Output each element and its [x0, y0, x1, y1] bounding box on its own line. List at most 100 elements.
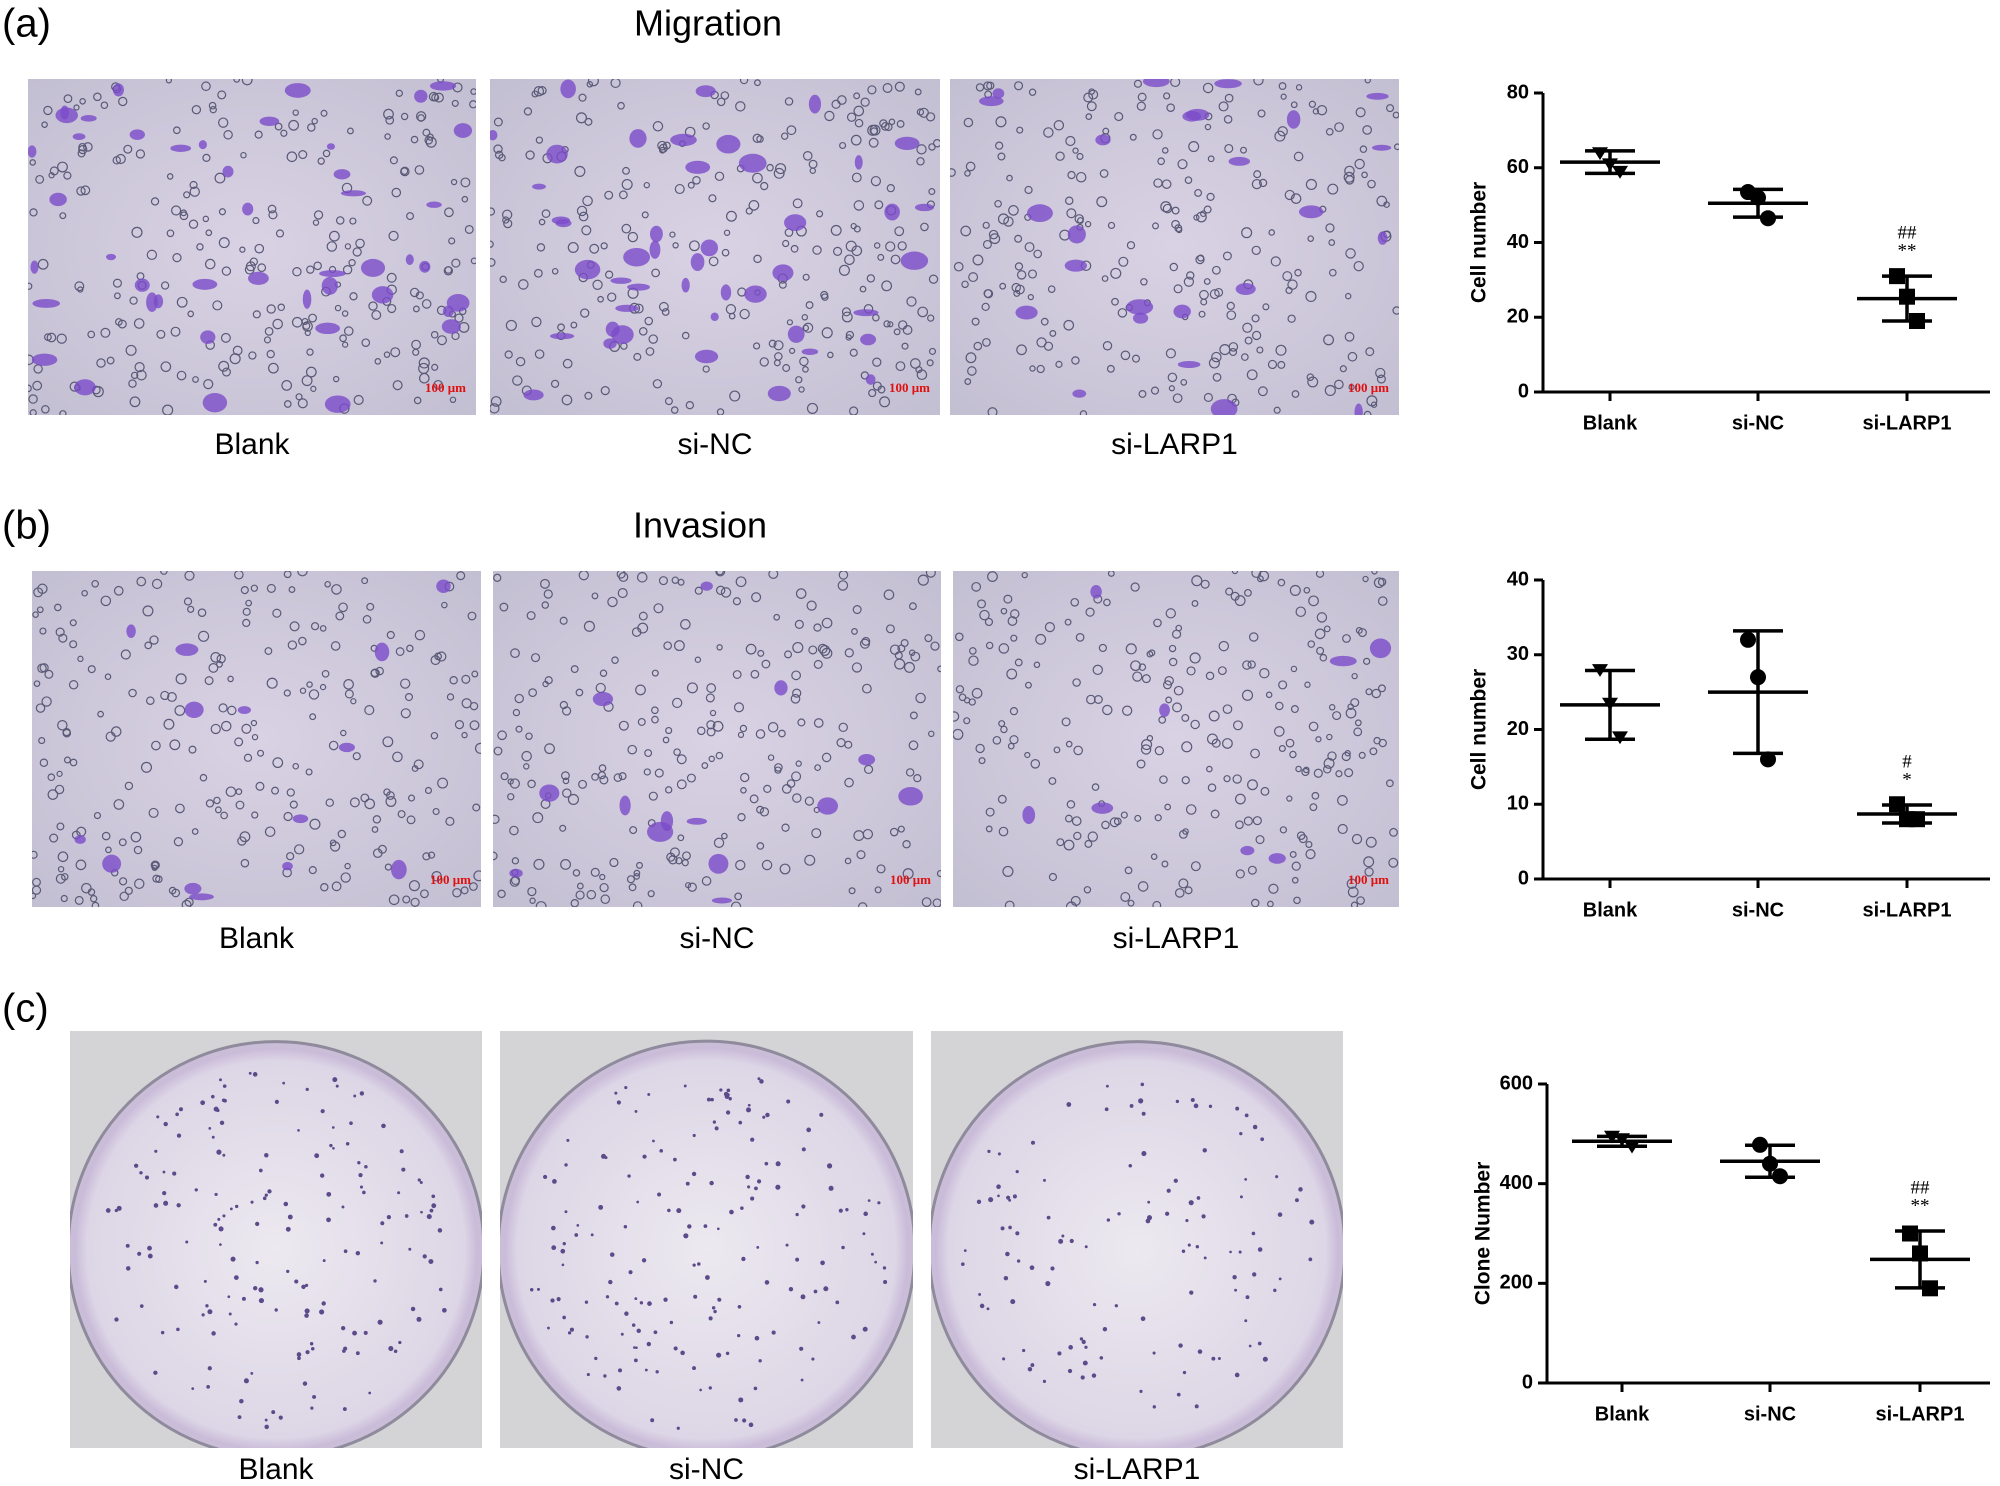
colony	[139, 1171, 143, 1175]
pore	[761, 659, 771, 669]
colony	[636, 1328, 641, 1334]
pore	[241, 79, 253, 86]
pore	[896, 120, 905, 128]
pore	[651, 669, 659, 677]
pore	[1048, 872, 1058, 882]
colony	[264, 1153, 269, 1158]
colony	[1252, 1124, 1258, 1130]
pore	[1009, 609, 1020, 619]
pore	[1218, 101, 1229, 112]
pore	[766, 163, 774, 172]
colony	[1189, 1290, 1194, 1295]
pore	[1287, 279, 1298, 290]
pore	[286, 852, 295, 861]
colony	[221, 1098, 226, 1103]
x-tick-label: si-NC	[1744, 1403, 1796, 1425]
pore	[221, 367, 231, 377]
pore	[1255, 835, 1265, 845]
pore	[716, 408, 725, 415]
colony	[1015, 1231, 1020, 1236]
pore	[1226, 310, 1237, 321]
pore	[1388, 857, 1399, 868]
pore	[1140, 744, 1152, 755]
colony	[676, 1426, 680, 1430]
pore	[1063, 839, 1075, 851]
pore	[56, 333, 67, 344]
pore	[916, 369, 928, 381]
pore	[39, 758, 49, 768]
pore	[669, 231, 676, 238]
pore	[349, 217, 357, 225]
colony	[750, 1137, 755, 1142]
scale-bar: 100 μm	[430, 872, 471, 887]
pore	[371, 310, 382, 320]
pore	[657, 140, 667, 151]
pore	[220, 811, 228, 820]
pore	[897, 320, 908, 330]
colony	[408, 1247, 412, 1251]
pore	[202, 215, 210, 223]
cell	[894, 136, 920, 150]
pore	[420, 889, 429, 899]
pore	[204, 258, 216, 270]
pore	[1222, 738, 1233, 749]
cell	[446, 294, 470, 312]
pore	[286, 151, 298, 163]
pore	[533, 858, 545, 870]
pore	[753, 342, 761, 350]
pore	[1028, 88, 1037, 96]
pore	[1282, 271, 1293, 282]
image: si-NC	[500, 1031, 913, 1486]
pore	[436, 335, 447, 346]
y-tick-label: 30	[1507, 643, 1529, 665]
cell	[189, 893, 214, 901]
pore	[897, 825, 905, 833]
pore	[490, 403, 500, 414]
pore	[341, 341, 349, 348]
pore	[1389, 827, 1398, 837]
cell	[710, 312, 719, 322]
pore	[592, 279, 603, 290]
colony	[561, 1263, 565, 1267]
colony	[795, 1257, 800, 1262]
colony	[663, 1297, 668, 1302]
colony	[294, 1279, 299, 1284]
pore	[271, 786, 280, 795]
colony	[282, 1081, 286, 1085]
pore	[413, 396, 422, 405]
pore	[1285, 738, 1295, 748]
pore	[433, 92, 444, 103]
colony	[176, 1203, 181, 1208]
significance: ##	[1898, 222, 1918, 243]
pore	[1150, 853, 1158, 860]
colony	[208, 1126, 212, 1130]
pore	[1364, 867, 1374, 877]
pore	[1103, 598, 1111, 607]
pore	[204, 676, 214, 686]
colony	[680, 1350, 685, 1356]
pore	[1072, 678, 1081, 687]
pore	[1150, 386, 1160, 395]
pore	[1035, 633, 1047, 645]
pore	[901, 342, 909, 350]
pore	[313, 210, 324, 220]
pore	[672, 242, 679, 249]
colony	[399, 1149, 404, 1154]
pore	[879, 396, 891, 408]
cell	[360, 258, 386, 277]
pore	[998, 720, 1006, 728]
pore	[331, 881, 342, 892]
cell	[28, 145, 37, 158]
pore	[1063, 319, 1075, 331]
pore	[844, 857, 852, 865]
pore	[324, 580, 331, 588]
pore	[1040, 317, 1049, 326]
pore	[97, 710, 104, 718]
pore	[778, 729, 786, 738]
pore	[734, 892, 743, 901]
pore	[1165, 348, 1176, 359]
pore	[527, 886, 537, 897]
pore	[1075, 171, 1087, 183]
pore	[1152, 129, 1163, 140]
pore	[1305, 849, 1316, 860]
